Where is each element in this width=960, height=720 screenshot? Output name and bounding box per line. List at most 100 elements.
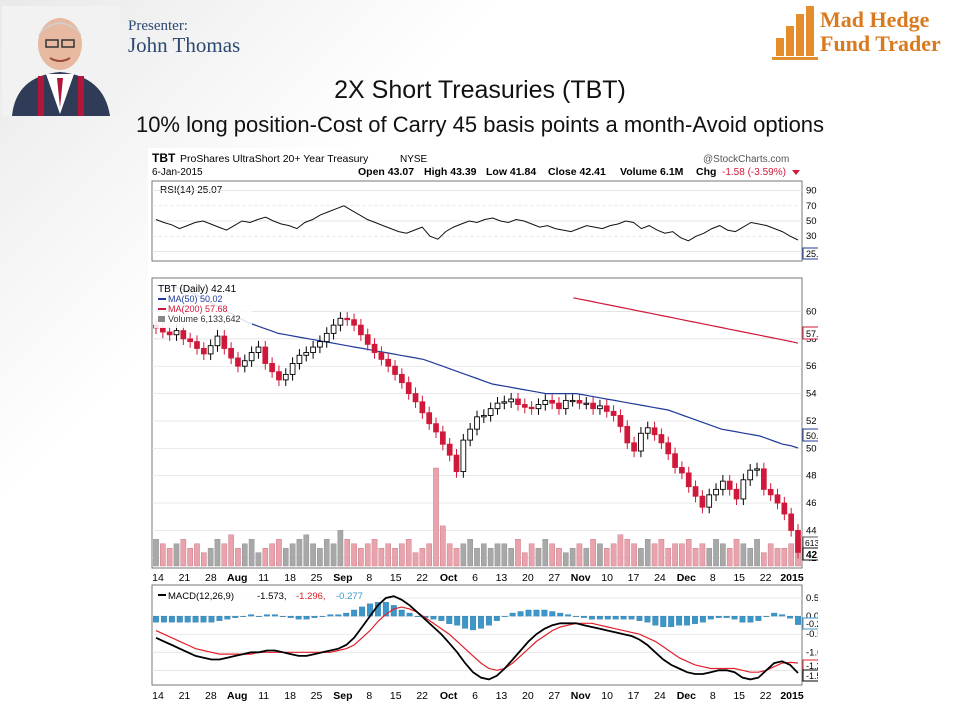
volume-bar (603, 547, 610, 567)
macd-histogram-bar (240, 615, 247, 617)
volume-bar (610, 543, 617, 567)
macd-legend-signal: -1.296, (296, 591, 326, 602)
candle-body (200, 347, 207, 355)
rsi-tick-label: 30 (806, 231, 817, 242)
volume-bar (549, 543, 555, 567)
header-open: Open 43.07 (358, 166, 414, 178)
volume-bar (187, 547, 193, 567)
macd-histogram-bar (493, 615, 500, 621)
header-chg-value: -1.58 (-3.59%) (722, 167, 786, 178)
macd-histogram-bar (620, 615, 627, 620)
volume-bar (160, 543, 166, 567)
volume-bar (617, 534, 624, 567)
volume-bar (672, 543, 678, 567)
candle-body (528, 406, 535, 410)
x-tick-label: 8 (710, 690, 716, 702)
x-tick-label: 8 (366, 572, 372, 584)
candle-body (767, 488, 774, 496)
x-tick-label: Oct (440, 690, 458, 702)
candle-body (542, 399, 549, 405)
macd-histogram-bar (771, 612, 778, 617)
x-tick-label: 15 (390, 572, 402, 584)
candle-body (364, 334, 371, 345)
x-tick-label: 20 (522, 690, 534, 702)
legend-ma200: MA(200) 57.68 (168, 304, 228, 314)
x-tick-label: 24 (654, 572, 666, 584)
candle-body (521, 404, 528, 408)
volume-bar (638, 547, 644, 567)
candle-body (733, 488, 740, 500)
x-tick-label: Aug (227, 690, 247, 702)
candle-body (672, 453, 678, 468)
chart-header: TBT ProShares UltraShort 20+ Year Treasu… (152, 151, 800, 178)
price-tick-label: 48 (806, 471, 817, 482)
candle-body (781, 502, 788, 515)
candle-body (556, 402, 562, 410)
macd-histogram-bar (176, 615, 183, 623)
volume-bar (214, 539, 221, 567)
volume-bar (262, 547, 269, 567)
x-tick-label: 22 (760, 572, 772, 584)
candle-body (385, 358, 392, 367)
price-legend: TBT (Daily) 42.41 MA(50) 50.02 MA(200) 5… (154, 282, 252, 328)
macd-histogram-bar (271, 614, 278, 617)
candle-body (248, 352, 255, 362)
macd-legend-macd: -1.573, (257, 591, 287, 602)
macd-histogram-bar (596, 615, 603, 620)
macd-histogram-bar (565, 614, 572, 617)
volume-bar (221, 543, 228, 567)
x-tick-label: Dec (677, 690, 696, 702)
x-tick-label: Nov (571, 572, 591, 584)
macd-histogram-bar (351, 609, 358, 617)
x-tick-label: 2015 (780, 572, 804, 584)
candle-body (433, 423, 439, 433)
x-tick-label: Sep (333, 572, 352, 584)
volume-bar (713, 539, 719, 567)
volume-bar (542, 539, 549, 567)
candle-body (795, 529, 801, 553)
candle-body (665, 442, 672, 455)
x-tick-label: 17 (628, 690, 640, 702)
ma200-line (573, 297, 799, 344)
macd-histogram-bar (359, 606, 366, 617)
candle-body (207, 345, 214, 355)
volume-bar (522, 552, 528, 567)
candle-body (603, 405, 610, 412)
macd-histogram-bar (470, 615, 476, 631)
x-tick-label: Oct (440, 572, 458, 584)
volume-bar (433, 467, 439, 567)
candle-body (631, 442, 637, 452)
volume-bar (310, 543, 316, 567)
candle-body (303, 352, 310, 356)
volume-bar (515, 539, 521, 567)
candle-body (713, 488, 719, 496)
volume-bar (235, 547, 241, 567)
rsi-tick-label: 50 (806, 216, 817, 227)
candle-body (440, 431, 446, 445)
volume-bar (583, 547, 590, 567)
volume-bar (289, 543, 296, 567)
volume-bar (371, 539, 378, 567)
header-volume: Volume 6.1M (620, 166, 684, 178)
macd-histogram-bar (588, 615, 595, 620)
volume-bar (576, 543, 583, 567)
x-tick-label: 11 (258, 572, 269, 584)
x-tick-label: Dec (677, 572, 696, 584)
candle-body (262, 346, 269, 364)
candle-body (494, 402, 501, 410)
candle-body (692, 486, 699, 497)
rsi-panel: RSI(14) 25.07 9070503010 25.07 (151, 180, 840, 262)
x-tick-label: 17 (628, 572, 640, 584)
macd-histogram-bar (248, 614, 255, 617)
rsi-tick-label: 90 (806, 186, 817, 197)
volume-bar (733, 539, 740, 567)
macd-histogram-bar (232, 615, 239, 618)
candle-body (358, 324, 364, 336)
macd-histogram-bar (517, 611, 524, 617)
macd-histogram-bar (636, 615, 643, 621)
volume-bar (201, 552, 207, 567)
candle-body (323, 332, 330, 343)
macd-histogram-bar (549, 611, 556, 617)
macd-histogram-bar (684, 615, 690, 626)
legend-volume: Volume 6,133,642 (168, 314, 241, 324)
